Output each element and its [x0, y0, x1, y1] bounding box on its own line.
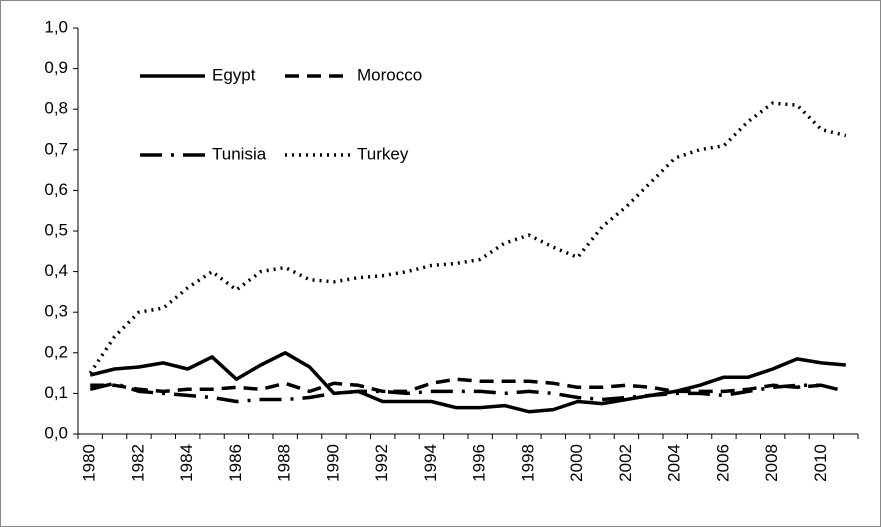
series-line [90, 377, 822, 394]
x-tick-label: 1986 [226, 444, 245, 482]
x-tick-label: 1984 [177, 444, 196, 482]
x-tick-label: 1994 [421, 444, 440, 482]
y-tick-label: 0,7 [44, 139, 68, 158]
y-tick-label: 0,6 [44, 180, 68, 199]
x-tick-label: 1996 [470, 444, 489, 482]
x-tick-label: 1988 [275, 444, 294, 482]
series-line [88, 101, 847, 375]
x-tick-label: 1992 [372, 444, 391, 482]
x-tick-label: 1980 [80, 444, 99, 482]
y-tick-label: 0,4 [44, 261, 68, 280]
y-tick-label: 0,8 [44, 99, 68, 118]
y-tick-label: 1,0 [44, 17, 68, 36]
x-tick-label: 2010 [811, 444, 830, 482]
x-tick-label: 2002 [616, 444, 635, 482]
legend-label: Tunisia [212, 144, 267, 163]
series-line [89, 381, 847, 404]
x-tick-label: 2004 [665, 444, 684, 482]
y-tick-label: 0,2 [44, 342, 68, 361]
legend-label: Turkey [357, 144, 409, 163]
x-tick-label: 1990 [323, 444, 342, 482]
y-tick-label: 0,0 [44, 423, 68, 442]
legend-label: Morocco [357, 65, 422, 84]
x-tick-label: 2008 [762, 444, 781, 482]
y-tick-label: 0,5 [44, 220, 68, 239]
x-tick-label: 2006 [713, 444, 732, 482]
series-line [89, 351, 846, 414]
x-tick-label: 1998 [518, 444, 537, 482]
y-tick-label: 0,9 [44, 58, 68, 77]
y-tick-label: 0,3 [44, 302, 68, 321]
legend-label: Egypt [212, 65, 256, 84]
y-tick-label: 0,1 [44, 383, 68, 402]
x-tick-label: 1982 [128, 444, 147, 482]
x-tick-label: 2000 [567, 444, 586, 482]
